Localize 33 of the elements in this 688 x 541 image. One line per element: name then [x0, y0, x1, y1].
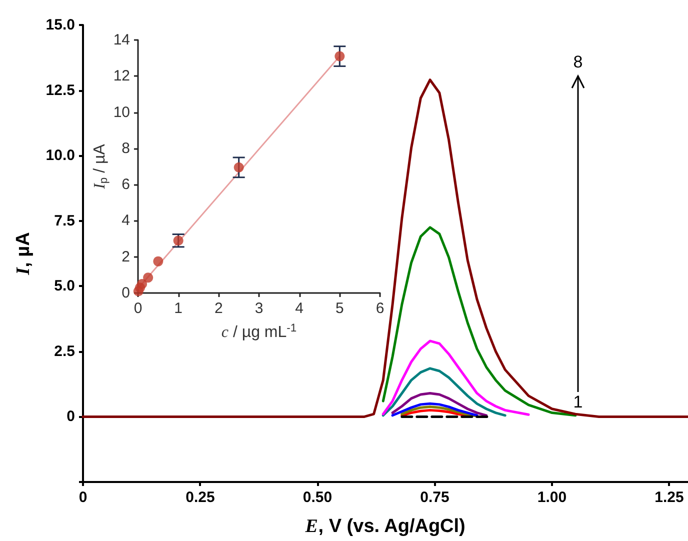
- y-tick-label: 14: [113, 32, 130, 48]
- y-tick-label: 0: [122, 284, 130, 302]
- x-tick-label: 1.00: [537, 489, 567, 506]
- y-tick-label: 12.5: [46, 82, 75, 99]
- x-tick-label: 1.25: [654, 489, 684, 506]
- y-axis-title: Ip / µA: [91, 144, 110, 190]
- y-tick-label: 2: [122, 248, 130, 266]
- x-tick-label: 0: [134, 300, 142, 317]
- annotation: 1: [573, 392, 583, 412]
- y-tick-label: 10.0: [46, 147, 75, 164]
- y-tick-label: 5.0: [54, 278, 75, 295]
- x-tick-label: 4: [295, 300, 304, 317]
- x-tick-label: 0.25: [186, 489, 215, 506]
- x-tick-label: 5: [335, 300, 344, 317]
- x-tick-label: 2: [214, 300, 223, 317]
- x-tick-label: 0: [78, 489, 88, 506]
- y-tick-label: 10: [113, 104, 130, 121]
- y-tick-label: 0: [66, 408, 75, 426]
- y-tick-label: 4: [122, 212, 130, 230]
- x-tick-label: 1: [174, 300, 183, 317]
- y-tick-label: 7.5: [54, 212, 75, 230]
- x-tick-label: 0.50: [302, 489, 332, 506]
- y-tick-label: 15.0: [46, 16, 75, 34]
- x-tick-label: 3: [254, 300, 264, 317]
- y-tick-label: 12: [113, 68, 130, 85]
- annotation: 8: [573, 52, 583, 72]
- x-tick-label: 6: [376, 300, 384, 317]
- y-tick-label: 6: [122, 176, 130, 194]
- y-axis-title: I, µA: [13, 232, 34, 276]
- x-axis-title: E, V (vs. Ag/AgCl): [304, 516, 466, 537]
- x-tick-label: 0.75: [420, 489, 450, 506]
- y-tick-label: 2.5: [54, 342, 75, 360]
- y-tick-label: 8: [122, 140, 130, 157]
